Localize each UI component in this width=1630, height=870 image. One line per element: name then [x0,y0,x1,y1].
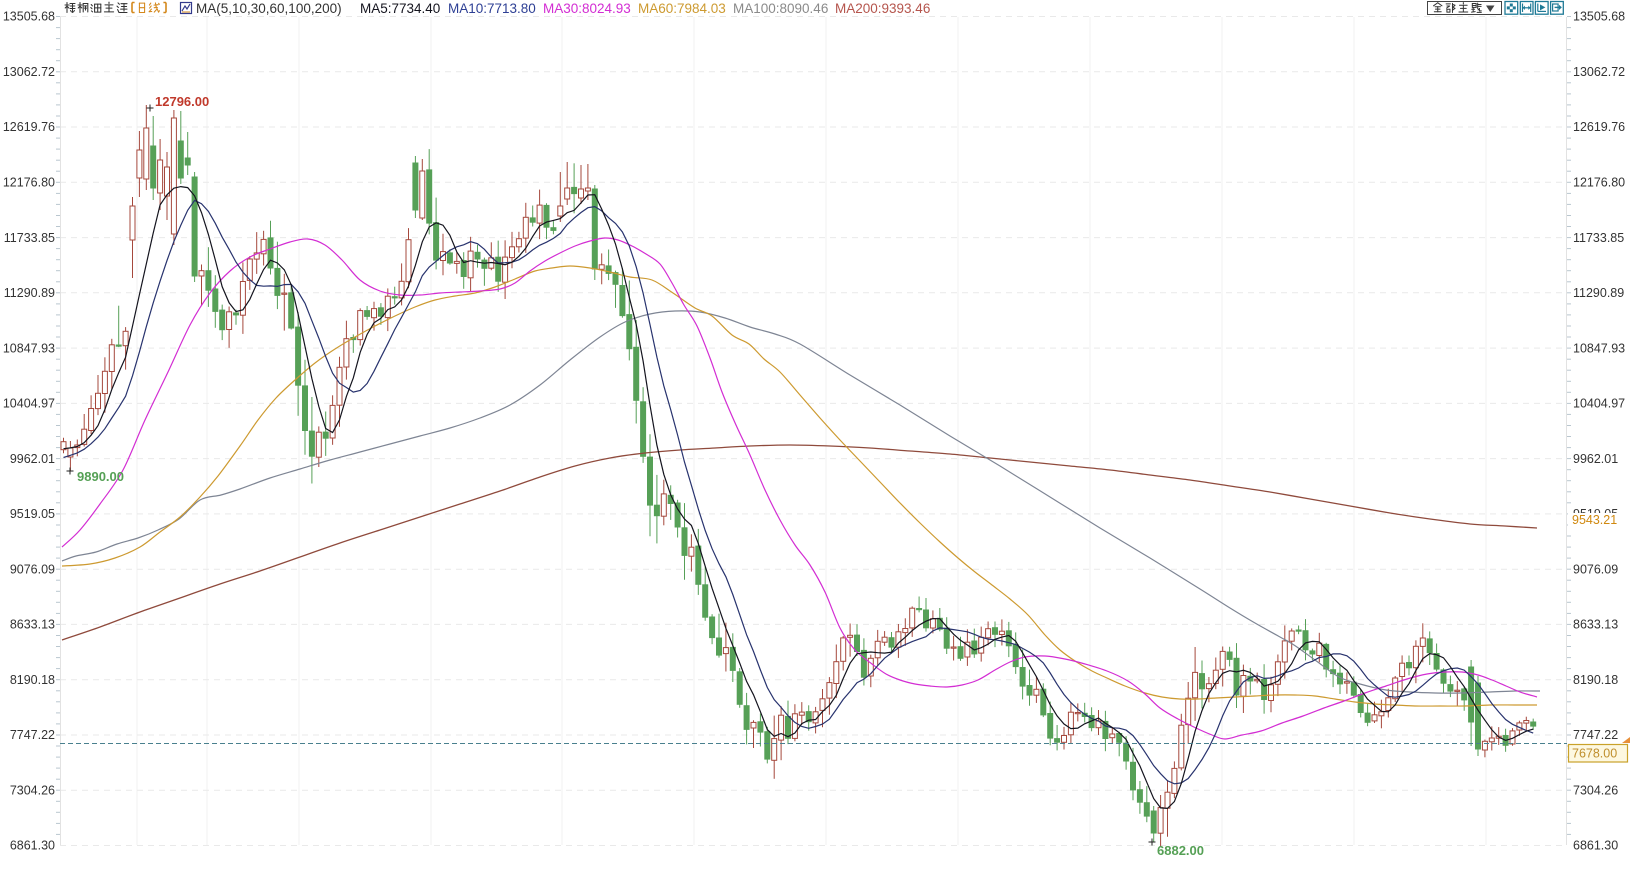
svg-text:10404.97: 10404.97 [1573,397,1625,411]
svg-text:12619.76: 12619.76 [1573,120,1625,134]
svg-text:7304.26: 7304.26 [1573,783,1618,797]
svg-text:13505.68: 13505.68 [1573,10,1625,24]
svg-text:6861.30: 6861.30 [10,839,55,853]
svg-text:8190.18: 8190.18 [1573,673,1618,687]
svg-text:6861.30: 6861.30 [1573,839,1618,853]
svg-text:11290.89: 11290.89 [4,286,55,300]
svg-text:9543.21: 9543.21 [1572,513,1617,527]
svg-text:8633.13: 8633.13 [10,618,55,632]
svg-text:MA(5,10,30,60,100,200): MA(5,10,30,60,100,200) [196,1,342,16]
svg-text:11733.85: 11733.85 [1573,231,1624,245]
svg-text:9962.01: 9962.01 [10,452,55,466]
svg-text:7678.00: 7678.00 [1572,747,1617,761]
svg-text:MA60:7984.03: MA60:7984.03 [638,1,726,16]
svg-text:12176.80: 12176.80 [3,176,55,190]
svg-text:9519.05: 9519.05 [10,507,55,521]
svg-text:7304.26: 7304.26 [10,783,55,797]
svg-text:MA5:7734.40: MA5:7734.40 [360,1,440,16]
svg-text:13505.68: 13505.68 [3,10,55,24]
svg-text:12176.80: 12176.80 [1573,176,1625,190]
svg-text:8633.13: 8633.13 [1573,618,1618,632]
svg-text:MA10:7713.80: MA10:7713.80 [448,1,536,16]
svg-text:13062.72: 13062.72 [3,65,55,79]
svg-text:MA30:8024.93: MA30:8024.93 [543,1,631,16]
svg-text:8190.18: 8190.18 [10,673,55,687]
svg-text:9890.00: 9890.00 [77,469,124,484]
svg-text:6882.00: 6882.00 [1157,843,1204,858]
svg-text:11290.89: 11290.89 [1573,286,1624,300]
svg-text:13062.72: 13062.72 [1573,65,1625,79]
svg-text:12796.00: 12796.00 [155,94,209,109]
svg-text:12619.76: 12619.76 [3,120,55,134]
svg-text:7747.22: 7747.22 [10,728,55,742]
svg-text:MA100:8090.46: MA100:8090.46 [733,1,828,16]
svg-text:7747.22: 7747.22 [1573,728,1618,742]
svg-text:9076.09: 9076.09 [10,562,55,576]
svg-text:9076.09: 9076.09 [1573,562,1618,576]
svg-text:9962.01: 9962.01 [1573,452,1618,466]
svg-text:11733.85: 11733.85 [4,231,55,245]
svg-text:10847.93: 10847.93 [3,341,55,355]
svg-text:MA200:9393.46: MA200:9393.46 [835,1,930,16]
svg-text:10404.97: 10404.97 [3,397,55,411]
svg-text:10847.93: 10847.93 [1573,341,1625,355]
